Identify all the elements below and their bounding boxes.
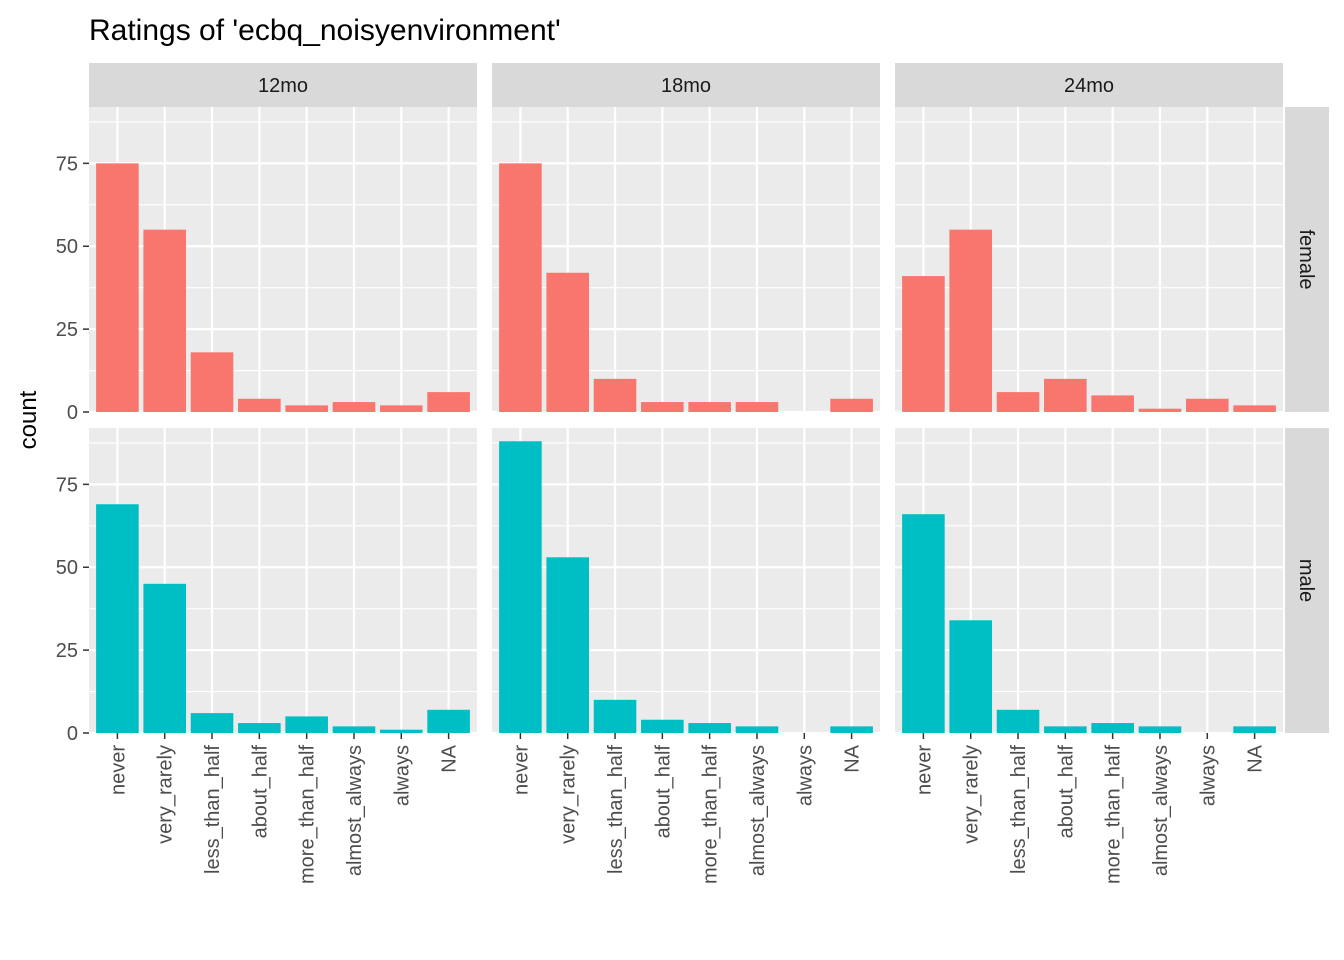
bar-male-12mo-very_rarely [143, 583, 186, 733]
x-tick-label: very_rarely [558, 745, 580, 844]
bar-female-24mo-almost_always [1138, 408, 1182, 412]
x-tick-label: NA [842, 744, 864, 772]
x-tick-label: never [107, 745, 129, 795]
y-tick-label: 0 [67, 723, 78, 745]
bar-male-18mo-very_rarely [546, 557, 589, 733]
bar-male-18mo-about_half [641, 719, 684, 733]
bar-female-24mo-always [1186, 398, 1229, 412]
bar-female-12mo-NA [427, 392, 470, 412]
bar-male-24mo-very_rarely [949, 620, 992, 733]
bar-female-24mo-NA [1233, 405, 1276, 412]
bar-female-18mo-very_rarely [546, 272, 589, 412]
bar-female-24mo-about_half [1044, 378, 1087, 412]
x-tick-label: NA [1245, 744, 1267, 772]
x-tick-label: less_than_half [1008, 745, 1030, 874]
row-strip [1285, 428, 1329, 733]
bar-female-12mo-almost_always [332, 402, 376, 412]
x-tick-label: almost_always [344, 745, 366, 876]
bar-male-24mo-NA [1233, 726, 1276, 733]
y-tick-label: 50 [56, 236, 78, 258]
x-tick-label: almost_always [747, 745, 769, 876]
bar-male-24mo-less_than_half [996, 709, 1040, 733]
bar-male-24mo-more_than_half [1091, 723, 1134, 733]
x-tick-label: about_half [1055, 745, 1077, 839]
bar-male-24mo-almost_always [1138, 726, 1182, 733]
bar-female-24mo-less_than_half [996, 392, 1040, 412]
column-strip [89, 63, 477, 107]
chart-title: Ratings of 'ecbq_noisyenvironment' [89, 14, 561, 47]
y-tick-label: 50 [56, 557, 78, 579]
row-strip-label: male [1295, 559, 1317, 602]
bar-male-18mo-never [499, 441, 542, 733]
y-tick-label: 25 [56, 640, 78, 662]
bar-female-12mo-about_half [238, 398, 281, 412]
bar-male-18mo-NA [830, 726, 873, 733]
bar-male-12mo-less_than_half [190, 713, 234, 733]
x-tick-label: almost_always [1150, 745, 1172, 876]
column-strip-label: 18mo [661, 75, 711, 97]
bar-male-18mo-less_than_half [593, 699, 637, 733]
x-tick-label: never [913, 745, 935, 795]
bar-male-12mo-NA [427, 709, 470, 733]
bar-female-18mo-never [499, 163, 542, 412]
bar-male-24mo-about_half [1044, 726, 1087, 733]
bar-male-18mo-more_than_half [688, 723, 731, 733]
x-tick-label: more_than_half [700, 745, 722, 884]
bar-female-18mo-about_half [641, 402, 684, 412]
x-tick-label: always [794, 745, 816, 806]
bar-male-12mo-never [96, 504, 139, 733]
bar-female-18mo-less_than_half [593, 378, 637, 412]
panels-layer: 12mo 18mo 24mo female male 0 25 50 75 0 25 50 75 neve… [56, 63, 1329, 884]
bar-male-12mo-almost_always [332, 726, 376, 733]
bar-female-18mo-NA [830, 398, 873, 412]
x-tick-label: never [510, 745, 532, 795]
bar-female-12mo-less_than_half [190, 352, 234, 412]
bar-female-24mo-never [902, 276, 945, 412]
column-strip [895, 63, 1283, 107]
x-tick-label: NA [439, 744, 461, 772]
bar-male-24mo-never [902, 514, 945, 733]
y-axis-label: count [15, 390, 42, 449]
bar-female-18mo-more_than_half [688, 402, 731, 412]
bar-male-12mo-more_than_half [285, 716, 328, 733]
x-tick-label: about_half [249, 745, 271, 839]
row-strip-label: female [1295, 229, 1317, 289]
x-tick-label: always [391, 745, 413, 806]
bar-female-18mo-almost_always [735, 402, 779, 412]
bar-female-12mo-always [380, 405, 423, 412]
x-tick-label: less_than_half [202, 745, 224, 874]
y-tick-label: 0 [67, 402, 78, 424]
x-tick-label: very_rarely [155, 745, 177, 844]
x-tick-label: very_rarely [961, 745, 983, 844]
bar-male-12mo-about_half [238, 723, 281, 733]
bar-female-24mo-very_rarely [949, 229, 992, 412]
y-tick-label: 75 [56, 474, 78, 496]
y-tick-label: 25 [56, 319, 78, 341]
y-tick-label: 75 [56, 153, 78, 175]
column-strip-label: 12mo [258, 75, 308, 97]
column-strip [492, 63, 880, 107]
bar-male-18mo-almost_always [735, 726, 779, 733]
x-tick-label: less_than_half [605, 745, 627, 874]
x-tick-label: always [1197, 745, 1219, 806]
column-strip-label: 24mo [1064, 75, 1114, 97]
x-tick-label: about_half [652, 745, 674, 839]
bar-female-24mo-more_than_half [1091, 395, 1134, 412]
row-strip [1285, 107, 1329, 412]
bar-female-12mo-very_rarely [143, 229, 186, 412]
bar-female-12mo-never [96, 163, 139, 412]
x-tick-label: more_than_half [1103, 745, 1125, 884]
x-tick-label: more_than_half [297, 745, 319, 884]
bar-male-12mo-always [380, 729, 423, 733]
bar-female-12mo-more_than_half [285, 405, 328, 412]
